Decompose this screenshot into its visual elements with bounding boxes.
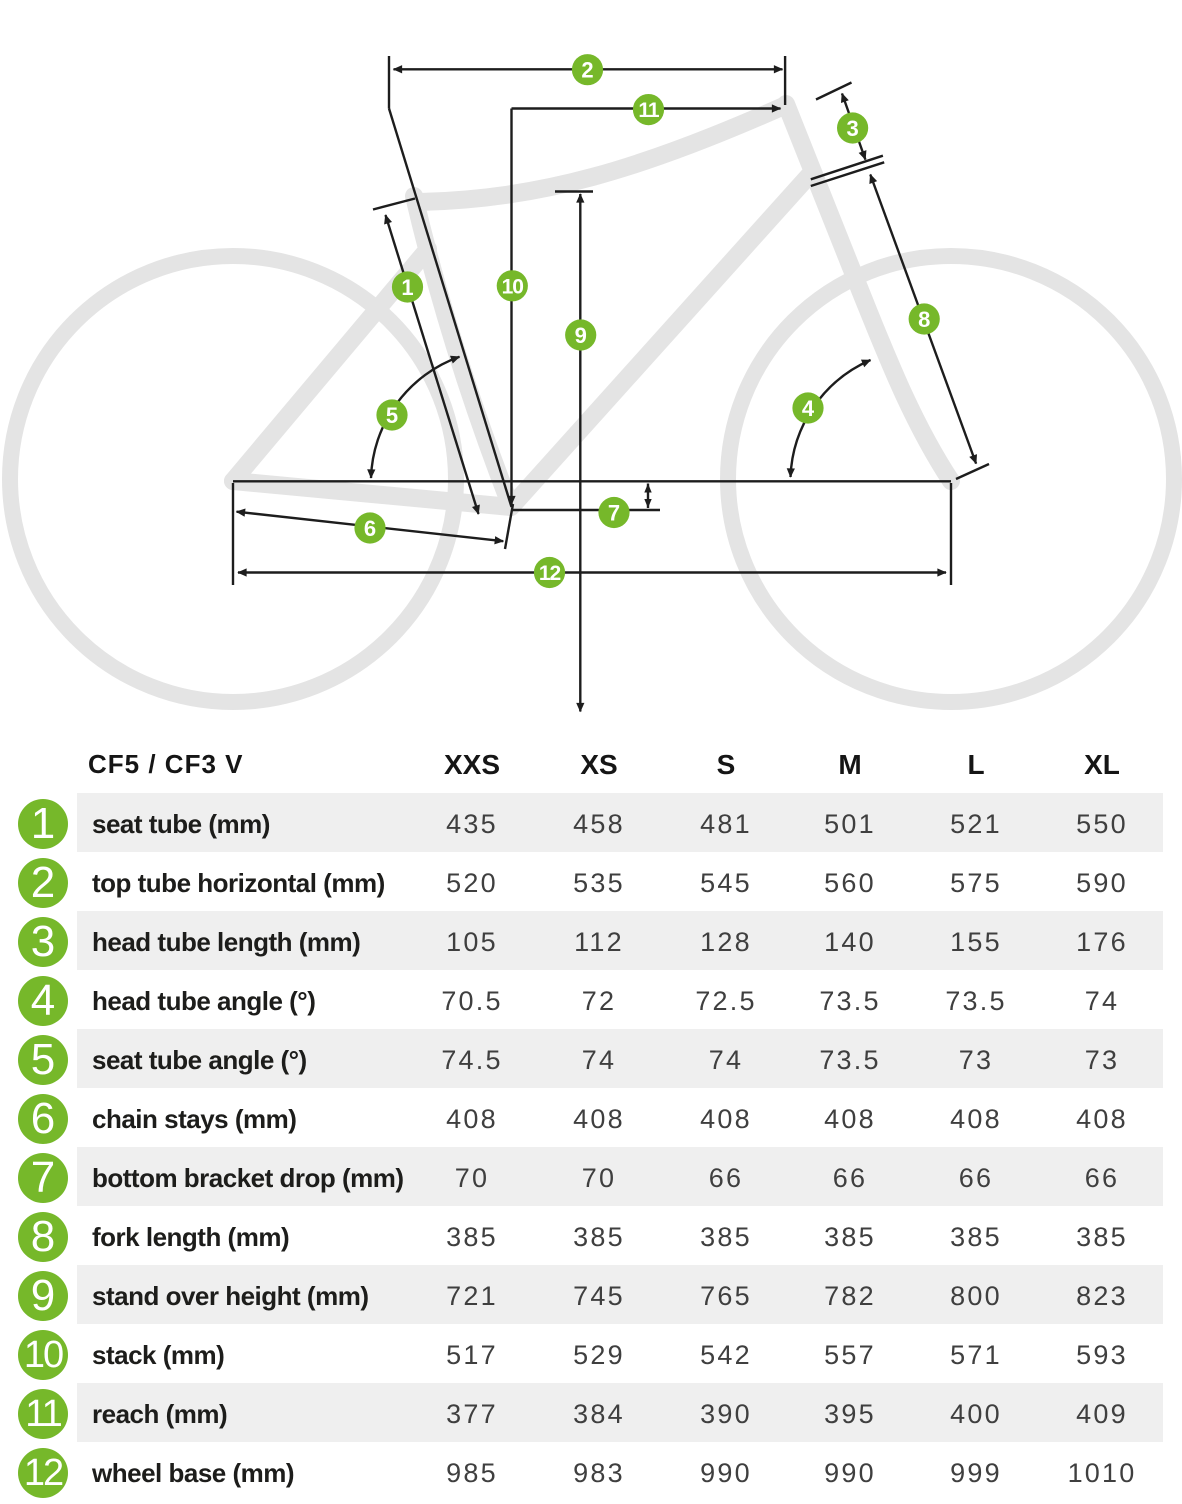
- svg-text:1: 1: [401, 275, 413, 300]
- svg-text:10: 10: [502, 275, 524, 298]
- svg-text:12: 12: [539, 562, 561, 585]
- svg-text:4: 4: [802, 396, 815, 421]
- svg-text:6: 6: [364, 516, 376, 541]
- svg-text:3: 3: [846, 116, 858, 141]
- svg-text:2: 2: [581, 58, 593, 83]
- svg-text:9: 9: [575, 323, 587, 348]
- svg-text:5: 5: [386, 403, 398, 428]
- svg-text:8: 8: [918, 307, 930, 332]
- svg-text:11: 11: [638, 99, 660, 122]
- svg-text:7: 7: [608, 501, 620, 526]
